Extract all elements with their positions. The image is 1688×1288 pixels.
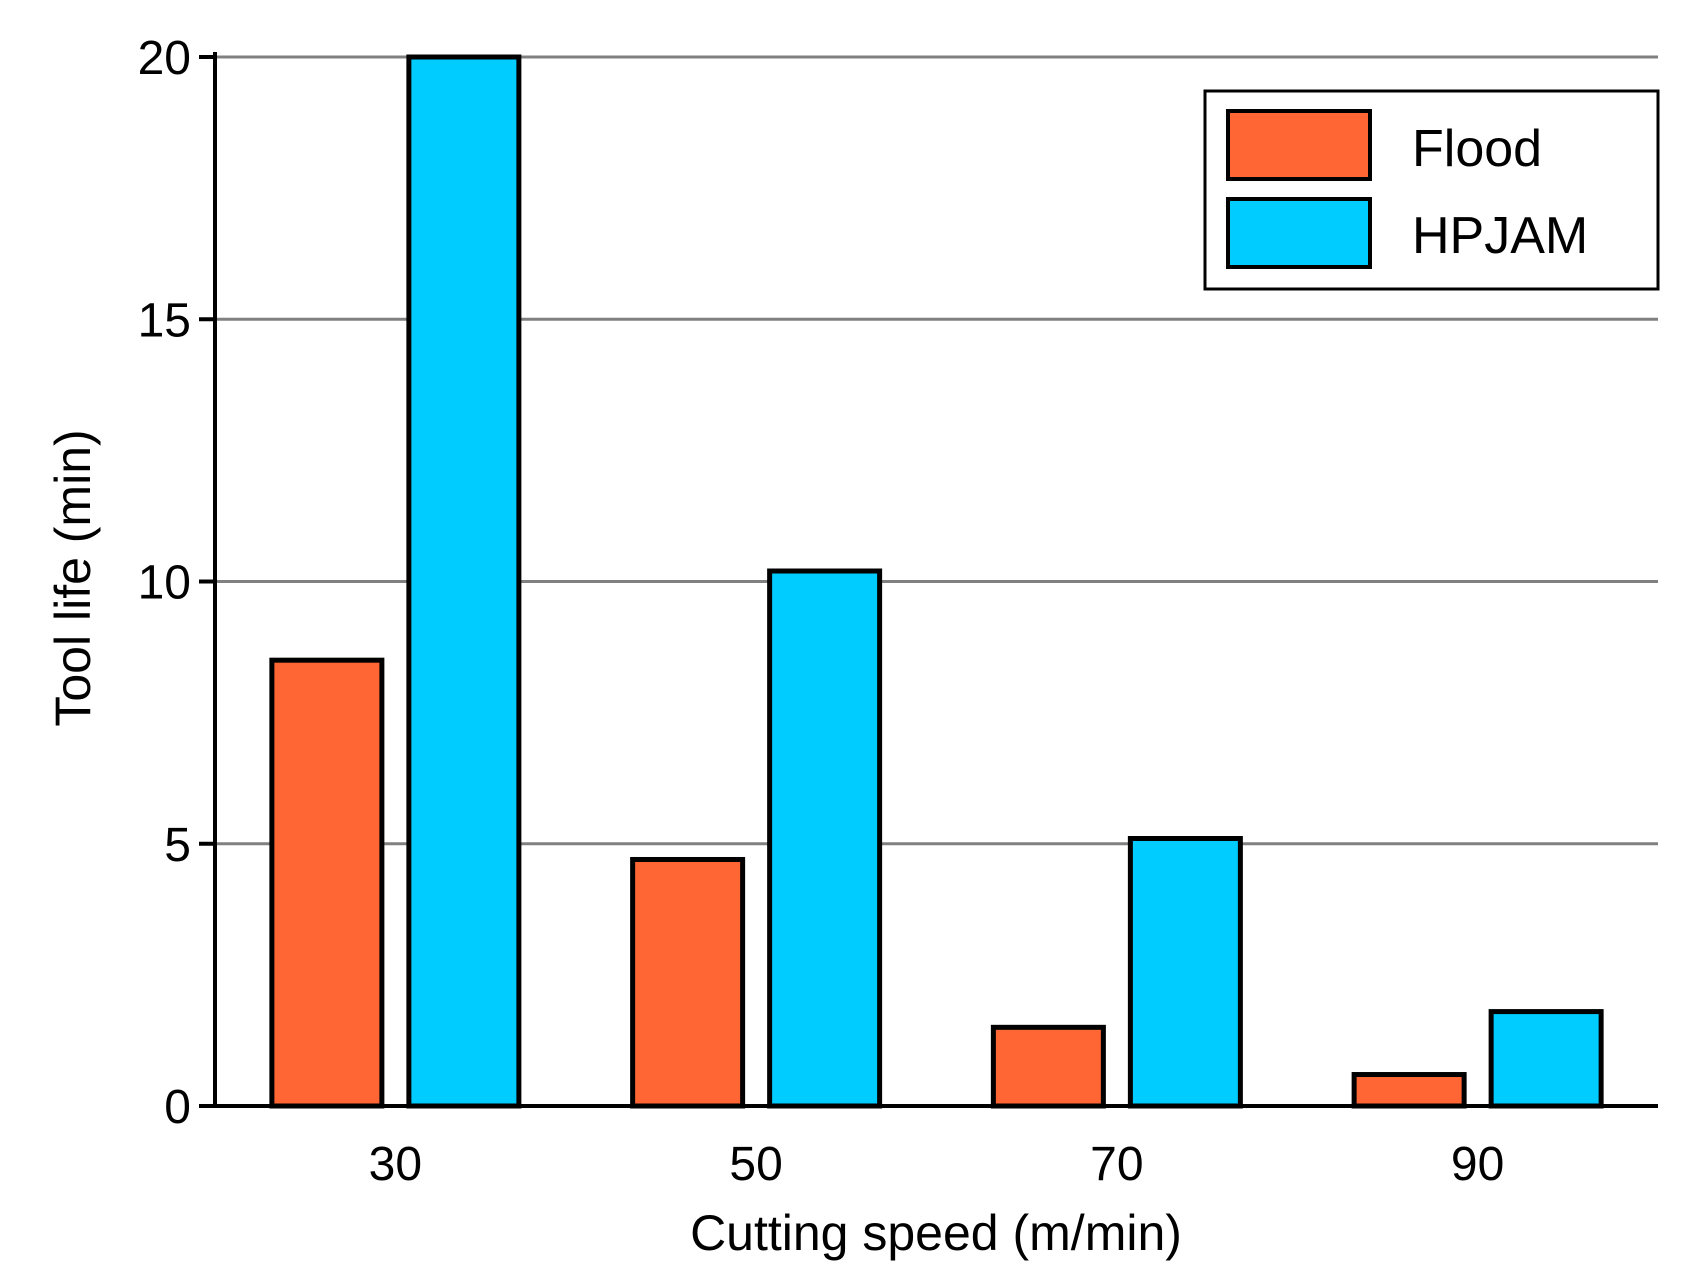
y-tick-label: 0 (164, 1081, 191, 1134)
x-tick-label: 70 (1090, 1138, 1143, 1191)
bar-flood-70 (990, 1024, 1106, 1109)
y-ticks: 0 5 10 15 20 (138, 32, 215, 1134)
bar-flood-50 (630, 856, 746, 1109)
y-axis-title: Tool life (min) (45, 429, 101, 726)
x-axis-title: Cutting speed (m/min) (690, 1205, 1182, 1261)
y-tick-label: 20 (138, 32, 191, 85)
y-tick-label: 10 (138, 557, 191, 610)
legend-swatch-flood (1226, 109, 1372, 181)
legend: Flood HPJAM (1203, 89, 1660, 291)
x-tick-label: 90 (1451, 1138, 1504, 1191)
bar-hpjam-70 (1127, 836, 1243, 1109)
bar-hpjam-90 (1488, 1009, 1604, 1109)
y-tick-label: 5 (164, 819, 191, 872)
x-ticks: 30 50 70 90 (369, 1138, 1505, 1191)
bar-flood-30 (269, 657, 385, 1109)
bar-hpjam-50 (767, 568, 883, 1109)
x-tick-label: 30 (369, 1138, 422, 1191)
legend-label-flood: Flood (1412, 120, 1542, 178)
legend-label-hpjam: HPJAM (1412, 207, 1588, 265)
y-tick-label: 15 (138, 294, 191, 347)
legend-swatch-hpjam (1226, 197, 1372, 269)
bar-hpjam-30 (406, 54, 522, 1109)
x-tick-label: 50 (729, 1138, 782, 1191)
bar-flood-90 (1351, 1072, 1467, 1109)
